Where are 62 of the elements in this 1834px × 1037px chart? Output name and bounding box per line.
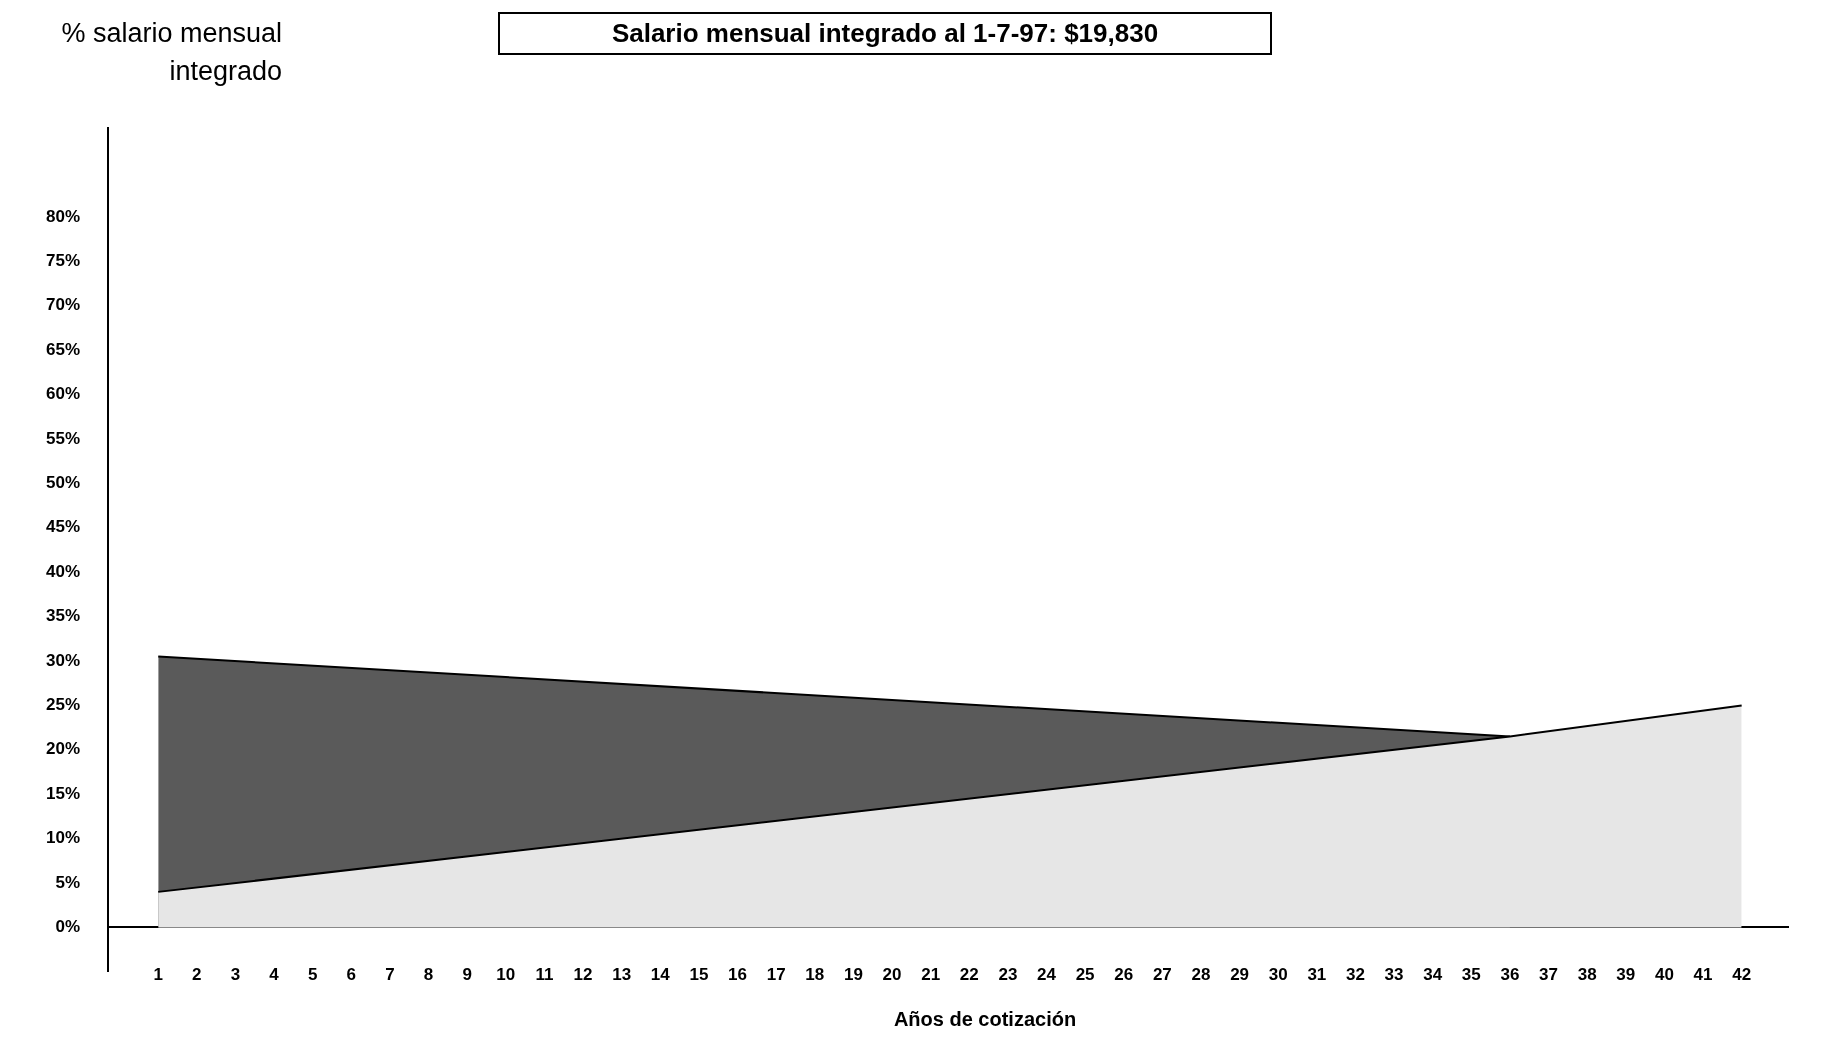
x-tick-label: 30 xyxy=(1268,965,1288,985)
x-tick-label: 6 xyxy=(346,965,357,985)
x-tick-label: 19 xyxy=(843,965,863,985)
x-tick-label: 9 xyxy=(462,965,472,985)
y-tick-label: 70% xyxy=(45,295,81,315)
x-tick-label: 34 xyxy=(1423,965,1443,985)
x-tick-label: 18 xyxy=(805,965,825,985)
x-tick-label: 21 xyxy=(921,965,941,985)
y-tick-label: 30% xyxy=(45,650,81,670)
x-tick-label: 25 xyxy=(1075,965,1095,985)
x-tick-label: 24 xyxy=(1037,965,1057,985)
y-tick-label: 75% xyxy=(45,251,81,271)
x-tick-label: 33 xyxy=(1384,965,1404,985)
x-axis-title: Años de cotización xyxy=(892,1008,1078,1031)
x-tick-label: 3 xyxy=(230,965,241,985)
x-tick-label: 23 xyxy=(998,965,1018,985)
y-tick-label: 50% xyxy=(45,473,81,493)
y-tick-label: 65% xyxy=(45,339,81,359)
chart-title: Salario mensual integrado al 1-7-97: $19,830 xyxy=(498,12,1272,55)
x-tick-label: 12 xyxy=(573,965,593,985)
x-tick-label: 2 xyxy=(192,965,202,985)
x-tick-label: 26 xyxy=(1114,965,1134,985)
x-tick-label: 31 xyxy=(1307,965,1327,985)
x-tick-label: 40 xyxy=(1654,965,1674,985)
y-axis-title: % salario mensual integrado xyxy=(60,17,282,88)
y-tick-label: 20% xyxy=(45,739,81,759)
x-tick-label: 32 xyxy=(1345,965,1365,985)
x-tick-label: 15 xyxy=(689,965,709,985)
x-tick-label: 5 xyxy=(307,965,318,985)
y-tick-label: 35% xyxy=(45,606,81,626)
x-tick-label: 17 xyxy=(766,965,786,985)
x-tick-label: 38 xyxy=(1577,965,1597,985)
x-tick-label: 41 xyxy=(1693,965,1713,985)
x-tick-label: 35 xyxy=(1461,965,1481,985)
x-tick-label: 10 xyxy=(496,965,516,985)
x-tick-label: 14 xyxy=(650,965,671,985)
x-tick-label: 7 xyxy=(385,965,395,985)
y-tick-label: 45% xyxy=(45,517,81,537)
y-tick-label: 40% xyxy=(45,561,81,581)
y-tick-label: 25% xyxy=(45,695,81,715)
x-tick-label: 13 xyxy=(612,965,632,985)
x-tick-label: 22 xyxy=(959,965,979,985)
x-tick-label: 36 xyxy=(1500,965,1520,985)
x-tick-label: 11 xyxy=(535,965,554,985)
x-tick-label: 1 xyxy=(153,965,163,985)
x-tick-label: 37 xyxy=(1539,965,1559,985)
y-tick-label: 55% xyxy=(45,428,81,448)
y-tick-label: 60% xyxy=(45,384,81,404)
y-tick-label: 15% xyxy=(45,783,81,803)
x-tick-label: 8 xyxy=(423,965,434,985)
x-tick-label: 20 xyxy=(882,965,902,985)
x-tick-label: 4 xyxy=(269,965,280,985)
y-tick-label: 10% xyxy=(45,828,81,848)
y-tick-label: 0% xyxy=(55,917,81,937)
y-tick-label: 5% xyxy=(55,872,81,892)
x-tick-label: 28 xyxy=(1191,965,1211,985)
x-tick-label: 29 xyxy=(1230,965,1250,985)
x-tick-label: 39 xyxy=(1616,965,1636,985)
x-tick-label: 42 xyxy=(1732,965,1752,985)
y-tick-label: 80% xyxy=(45,206,81,226)
x-tick-label: 27 xyxy=(1152,965,1172,985)
x-tick-label: 16 xyxy=(728,965,747,985)
